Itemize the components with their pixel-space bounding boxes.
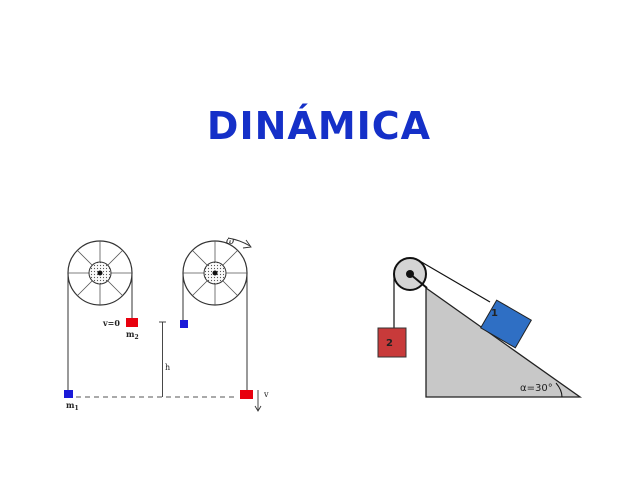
mass-blue-top-block	[180, 320, 188, 328]
block-2-label: 2	[386, 338, 393, 349]
mass-m1-block	[64, 390, 73, 398]
rotation-arrow	[227, 237, 251, 247]
angle-label: α=30°	[520, 383, 553, 394]
m1-label: m1	[66, 400, 79, 412]
omega-label: ω	[226, 236, 234, 247]
pulley-right	[182, 240, 248, 306]
m2-label: m2	[126, 329, 139, 341]
mass-m2-block	[126, 318, 138, 327]
block-2	[377, 327, 407, 358]
height-marker	[159, 321, 166, 397]
block-1-label: 1	[491, 308, 498, 319]
mass-red-bottom-block	[240, 390, 253, 399]
pulley-left	[67, 240, 133, 306]
page-title: DINÁMICA	[206, 104, 432, 148]
angle-arc	[555, 382, 563, 398]
velocity-zero-label: v=0	[102, 318, 120, 328]
inclined-plane	[425, 286, 583, 398]
strings	[67, 273, 248, 390]
rope-incline	[417, 259, 491, 303]
height-label: h	[165, 363, 170, 372]
velocity-label: v	[263, 390, 269, 399]
incline-diagram: 2 1 α=30°	[377, 257, 583, 398]
block-1	[479, 299, 533, 349]
pulley-system-diagram: ω v=0 m2 m1 h v	[64, 236, 269, 412]
